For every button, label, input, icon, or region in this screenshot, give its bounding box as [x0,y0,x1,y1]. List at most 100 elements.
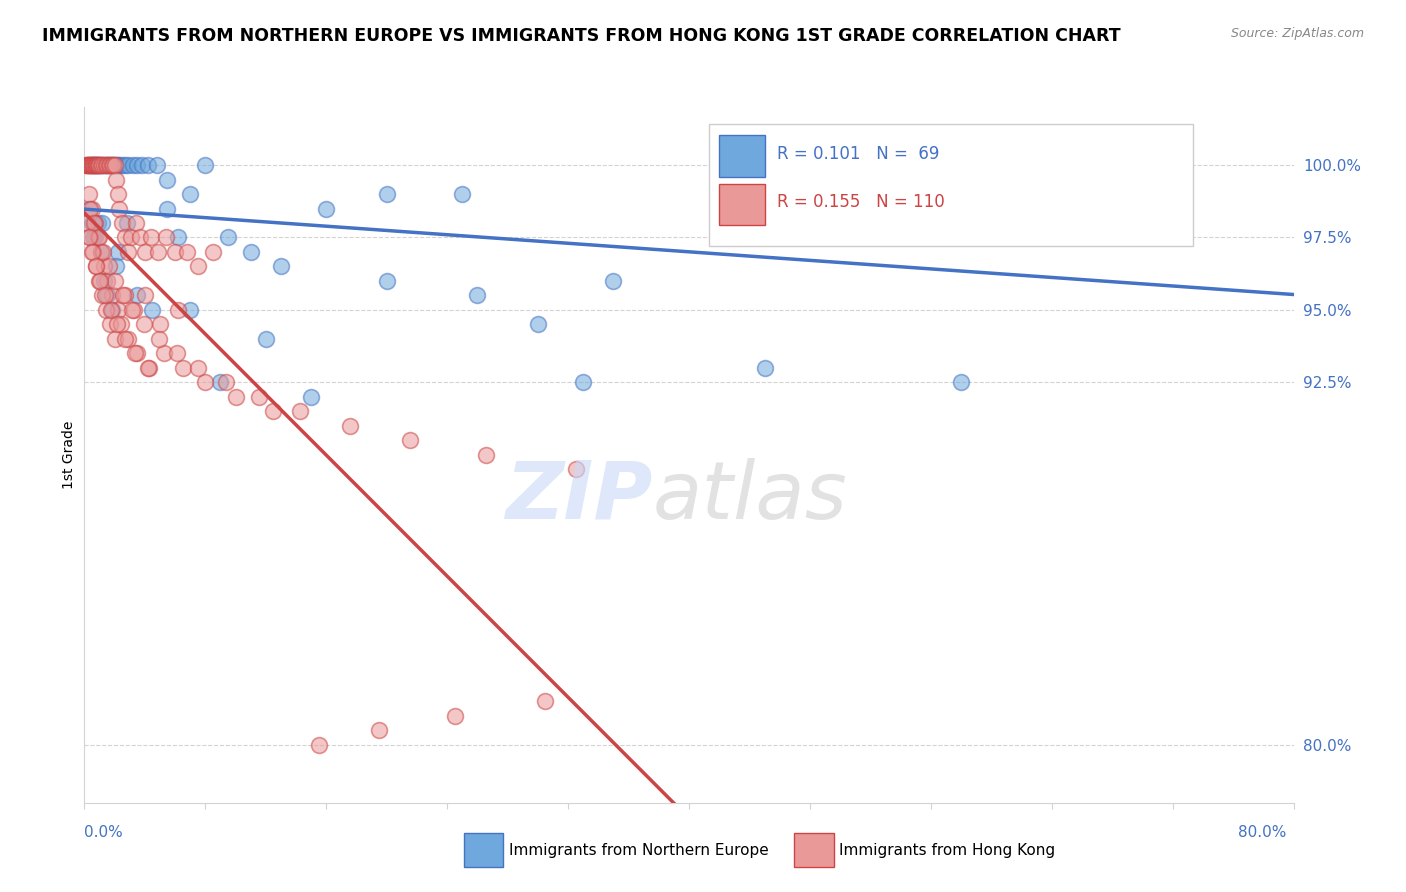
Point [122,303,145,318]
Point [87,158,110,172]
Point [96,158,118,172]
Point [107,245,129,260]
Point [534,694,557,708]
Point [904,172,927,186]
Point [153,346,176,360]
Point [107,187,129,202]
Point [134,288,156,302]
Point [77,158,100,172]
Point [94,158,117,172]
Point [134,245,156,260]
Point [84,230,107,244]
Point [79,158,101,172]
Point [155,230,177,244]
Point [75,158,97,172]
Point [104,274,127,288]
Point [114,230,136,244]
Point [83,216,105,230]
Point [87,230,110,244]
Point [167,230,190,244]
Point [86,260,108,274]
Text: Source: ZipAtlas.com: Source: ZipAtlas.com [1230,27,1364,40]
Point [146,158,169,172]
Point [148,332,170,346]
Point [82,245,104,260]
Point [149,318,172,332]
Point [90,158,112,172]
Point [90,245,112,260]
Point [105,172,128,186]
Point [443,708,465,723]
Point [201,245,224,260]
Point [97,158,120,172]
Point [1161,158,1184,172]
Point [127,158,149,172]
Point [156,202,179,216]
Point [77,187,100,202]
Point [94,288,117,302]
Text: 0.0%: 0.0% [84,825,124,840]
Point [82,230,104,244]
Point [451,187,474,202]
FancyBboxPatch shape [720,135,765,177]
Point [84,260,107,274]
Point [105,158,128,172]
Point [114,332,136,346]
Point [98,260,121,274]
Point [93,158,115,172]
Point [1132,158,1154,172]
Point [86,158,108,172]
FancyBboxPatch shape [720,184,765,226]
Point [96,158,118,172]
Point [105,318,128,332]
Point [80,216,103,230]
Point [127,346,149,360]
Text: Immigrants from Hong Kong: Immigrants from Hong Kong [839,843,1056,857]
Point [114,158,136,172]
Point [132,318,155,332]
Point [107,158,129,172]
Point [79,158,101,172]
Point [104,332,127,346]
Point [90,158,112,172]
Point [80,158,103,172]
Point [166,346,188,360]
Point [375,187,398,202]
Text: ZIP: ZIP [505,458,652,536]
Point [565,462,588,476]
Point [89,274,111,288]
Point [87,230,110,244]
Point [288,404,311,418]
Point [76,158,98,172]
Point [125,216,148,230]
Point [239,245,262,260]
Point [100,158,122,172]
Point [121,303,143,318]
Point [572,376,595,390]
Point [80,158,103,172]
Point [187,260,209,274]
Point [93,274,115,288]
Point [110,318,132,332]
Y-axis label: 1st Grade: 1st Grade [62,421,76,489]
Point [141,303,163,318]
Point [82,158,104,172]
Point [315,202,337,216]
Point [91,245,114,260]
Point [368,723,391,738]
Point [96,274,118,288]
Point [93,260,115,274]
Point [90,245,112,260]
Point [89,158,111,172]
Point [79,158,101,172]
Point [602,274,624,288]
Text: R = 0.155   N = 110: R = 0.155 N = 110 [778,194,945,211]
Point [209,376,232,390]
Point [86,158,108,172]
Point [76,216,98,230]
Point [254,332,277,346]
Point [179,303,201,318]
Point [474,448,496,462]
Point [79,202,101,216]
Point [709,158,731,172]
